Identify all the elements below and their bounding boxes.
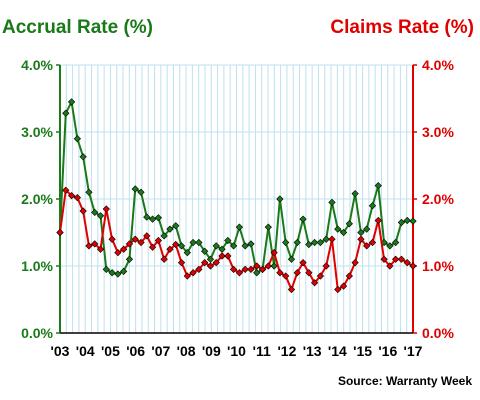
claims-point bbox=[74, 194, 80, 200]
claims-point bbox=[57, 229, 63, 235]
accrual-point bbox=[282, 239, 288, 245]
accrual-point bbox=[277, 196, 283, 202]
x-tick-label: '15 bbox=[353, 343, 372, 359]
accrual-point bbox=[265, 224, 271, 230]
x-tick-label: '03 bbox=[51, 343, 70, 359]
left-tick-label: 4.0% bbox=[21, 57, 53, 73]
claims-point bbox=[375, 217, 381, 223]
accrual-point bbox=[352, 190, 358, 196]
accrual-point bbox=[375, 182, 381, 188]
accrual-point bbox=[126, 256, 132, 262]
x-tick-label: '14 bbox=[328, 343, 347, 359]
right-tick-label: 0.0% bbox=[422, 325, 454, 341]
x-tick-label: '06 bbox=[126, 343, 145, 359]
accrual-point bbox=[300, 216, 306, 222]
x-tick-label: '08 bbox=[177, 343, 196, 359]
accrual-point bbox=[306, 241, 312, 247]
right-tick-label: 4.0% bbox=[422, 57, 454, 73]
claims-point bbox=[329, 236, 335, 242]
accrual-point bbox=[329, 199, 335, 205]
accrual-point bbox=[236, 224, 242, 230]
right-tick-label: 3.0% bbox=[422, 124, 454, 140]
accrual-point bbox=[404, 217, 410, 223]
claims-point bbox=[109, 236, 115, 242]
source-note: Source: Warranty Week bbox=[338, 374, 472, 388]
right-axis-title: Claims Rate (%) bbox=[330, 17, 474, 38]
x-tick-label: '07 bbox=[151, 343, 170, 359]
left-tick-label: 1.0% bbox=[21, 258, 53, 274]
accrual-point bbox=[74, 136, 80, 142]
accrual-point bbox=[144, 214, 150, 220]
left-tick-label: 3.0% bbox=[21, 124, 53, 140]
claims-point bbox=[352, 259, 358, 265]
accrual-point bbox=[120, 268, 126, 274]
x-tick-label: '11 bbox=[253, 343, 271, 359]
x-tick-label: '05 bbox=[101, 343, 120, 359]
x-tick-label: '17 bbox=[404, 343, 423, 359]
x-tick-label: '12 bbox=[277, 343, 296, 359]
accrual-point bbox=[398, 219, 404, 225]
x-tick-label: '16 bbox=[378, 343, 397, 359]
left-tick-label: 0.0% bbox=[21, 325, 53, 341]
x-tick-label: '04 bbox=[76, 343, 95, 359]
x-tick-label: '10 bbox=[227, 343, 246, 359]
left-axis-title: Accrual Rate (%) bbox=[2, 17, 153, 38]
left-tick-label: 2.0% bbox=[21, 191, 53, 207]
accrual-point bbox=[115, 271, 121, 277]
x-tick-label: '09 bbox=[202, 343, 221, 359]
grid bbox=[60, 65, 413, 333]
right-tick-label: 1.0% bbox=[422, 258, 454, 274]
x-tick-label: '13 bbox=[303, 343, 322, 359]
right-tick-label: 2.0% bbox=[422, 191, 454, 207]
accrual-point bbox=[410, 218, 416, 224]
